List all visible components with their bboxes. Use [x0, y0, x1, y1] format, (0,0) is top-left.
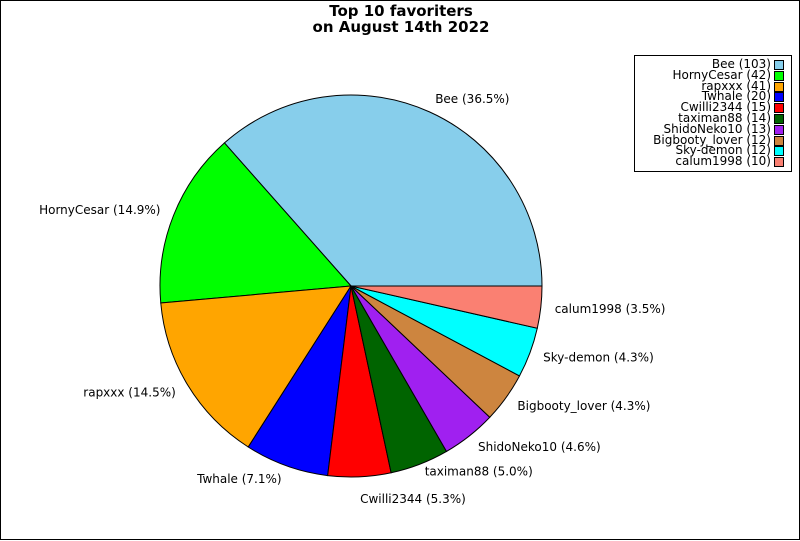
legend-label: rapxxx (41)	[701, 78, 771, 93]
slice-label-sky-demon: Sky-demon (4.3%)	[543, 351, 654, 365]
legend-item: rapxxx (41)	[635, 78, 791, 93]
legend-label: calum1998 (10)	[675, 154, 771, 169]
slice-label-cwilli2344: Cwilli2344 (5.3%)	[360, 492, 466, 506]
legend-label: Bigbooty_lover (12)	[653, 132, 771, 147]
legend-item: calum1998 (10)	[635, 154, 791, 169]
legend-label: Twhale (20)	[701, 89, 771, 104]
legend-swatch	[774, 146, 784, 157]
legend-item: Twhale (20)	[635, 89, 791, 104]
legend-label: taximan88 (14)	[678, 110, 771, 125]
legend-label: ShidoNeko10 (13)	[663, 121, 771, 136]
slice-label-hornycesar: HornyCesar (14.9%)	[39, 203, 160, 217]
legend-item: ShidoNeko10 (13)	[635, 121, 791, 136]
legend-label: Cwilli2344 (15)	[680, 100, 771, 115]
legend-swatch	[774, 81, 784, 92]
chart-title-line-2: on August 14th 2022	[312, 18, 490, 36]
legend-swatch	[774, 92, 784, 103]
pie-slice-hornycesar	[159, 142, 353, 304]
legend-label: Sky-demon (12)	[675, 143, 771, 158]
slice-label-shidoneko10: ShidoNeko10 (4.6%)	[478, 440, 601, 454]
chart-title: Top 10 favoriters on August 14th 2022	[1, 3, 800, 35]
legend-swatch	[774, 70, 784, 81]
legend-label: Bee (103)	[711, 57, 771, 71]
legend-item: Bigbooty_lover (12)	[635, 132, 791, 147]
pie-slice-bee	[223, 94, 543, 287]
legend-swatch	[774, 124, 784, 135]
legend-swatch	[774, 60, 784, 70]
slice-label-twhale: Twhale (7.1%)	[196, 472, 282, 486]
slice-label-rapxxx: rapxxx (14.5%)	[83, 385, 176, 399]
legend-item: Sky-demon (12)	[635, 143, 791, 158]
legend-swatch	[774, 103, 784, 114]
legend-swatch	[774, 157, 784, 168]
slice-label-calum1998: calum1998 (3.5%)	[555, 302, 666, 316]
chart-title-line-1: Top 10 favoriters	[329, 2, 473, 20]
legend-label: HornyCesar (42)	[672, 67, 771, 82]
legend-item: Cwilli2344 (15)	[635, 100, 791, 115]
legend-swatch	[774, 113, 784, 124]
legend-item: Bee (103)	[635, 57, 791, 71]
legend-item: taximan88 (14)	[635, 110, 791, 125]
legend-item: HornyCesar (42)	[635, 67, 791, 82]
slice-label-bee: Bee (36.5%)	[435, 92, 509, 106]
slice-label-bigbooty-lover: Bigbooty_lover (4.3%)	[517, 399, 650, 413]
pie-slice-rapxxx	[160, 285, 352, 448]
slice-label-taximan88: taximan88 (5.0%)	[425, 464, 533, 478]
pie-slice-calum1998	[350, 285, 543, 329]
legend-swatch	[774, 135, 784, 146]
chart-legend: Bee (103) HornyCesar (42) rapxxx (41) Twhal…	[634, 55, 792, 172]
